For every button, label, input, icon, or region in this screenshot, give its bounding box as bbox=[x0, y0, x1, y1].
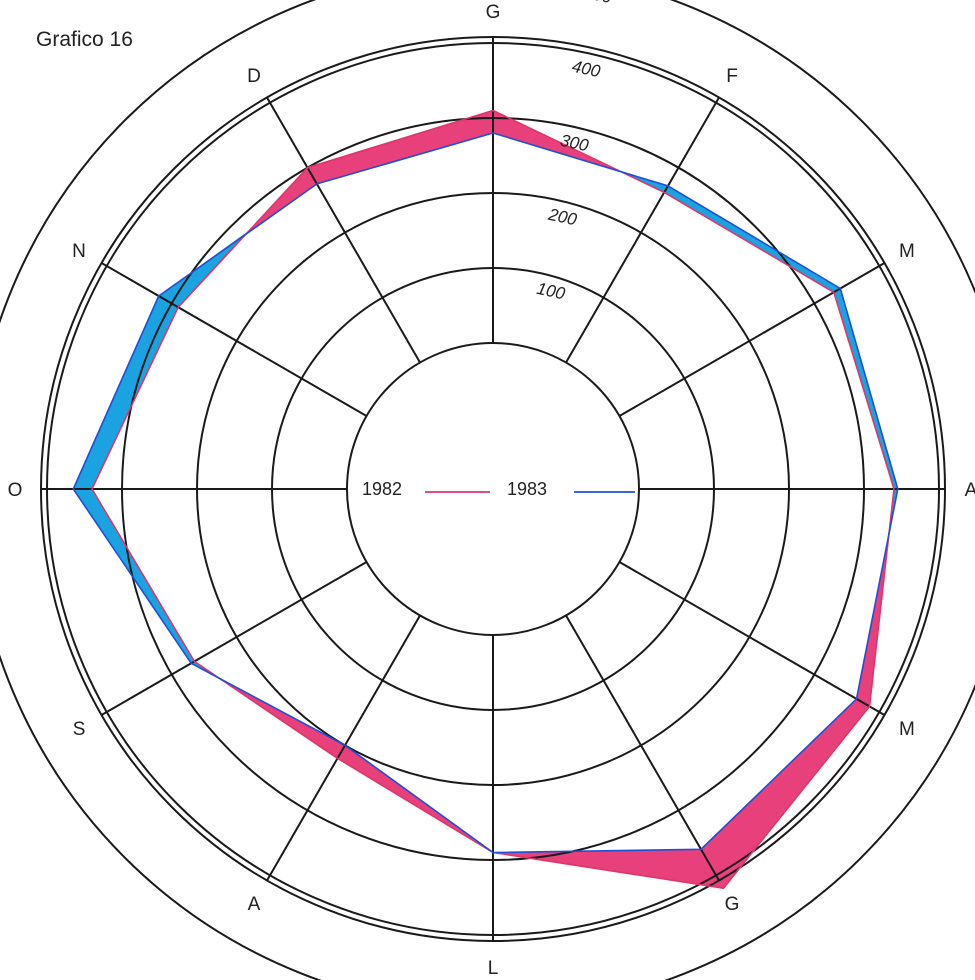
spoke bbox=[565, 614, 720, 881]
spoke bbox=[101, 561, 368, 716]
series-lines bbox=[72, 109, 899, 890]
spoke bbox=[266, 614, 421, 881]
chart-labels: GFMAMGLASOND100200300400500 bbox=[8, 0, 975, 979]
month-label: M bbox=[899, 719, 915, 740]
month-label: M bbox=[899, 241, 915, 262]
chart-title: Grafico 16 bbox=[36, 28, 133, 51]
month-label: A bbox=[248, 894, 261, 915]
spoke bbox=[101, 262, 368, 417]
month-label: N bbox=[72, 241, 86, 262]
ring-label: 200 bbox=[546, 205, 579, 230]
difference-area bbox=[700, 698, 870, 889]
difference-area bbox=[307, 110, 494, 185]
spoke bbox=[618, 561, 885, 716]
legend: 1982 1983 bbox=[362, 479, 635, 499]
spoke bbox=[266, 97, 421, 364]
spoke bbox=[565, 97, 720, 364]
spoke bbox=[618, 262, 885, 417]
difference-area bbox=[248, 167, 318, 232]
legend-label-1982: 1982 bbox=[362, 479, 402, 499]
difference-area bbox=[833, 288, 899, 490]
month-label: L bbox=[488, 958, 499, 979]
ring-label: 500 bbox=[582, 0, 614, 7]
month-label: O bbox=[8, 480, 23, 501]
month-label: G bbox=[725, 894, 740, 915]
month-label: A bbox=[965, 480, 975, 501]
difference-area bbox=[72, 295, 179, 490]
legend-label-1983: 1983 bbox=[507, 479, 547, 499]
difference-area bbox=[663, 185, 841, 293]
month-label: S bbox=[73, 719, 86, 740]
month-label: G bbox=[486, 2, 501, 23]
ring-label: 400 bbox=[570, 57, 602, 82]
month-label: F bbox=[726, 66, 738, 87]
ring-label: 100 bbox=[535, 279, 567, 304]
month-label: D bbox=[247, 66, 261, 87]
